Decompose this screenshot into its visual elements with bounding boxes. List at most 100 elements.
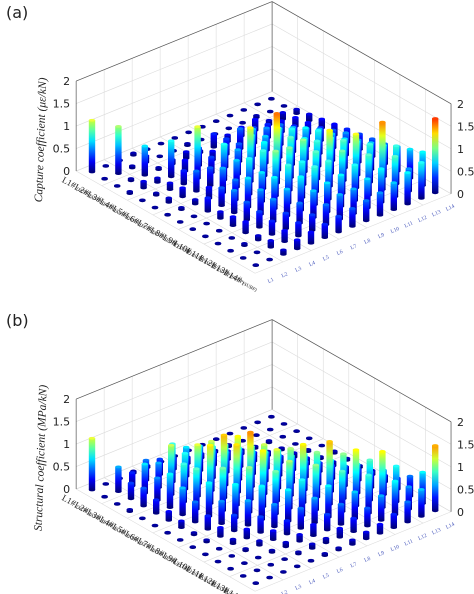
column-label: L2: [281, 271, 289, 279]
panel-b: (b) 0 0.5 1 1.5 2 0 0.5 1 1.5 2 Structural coeffici…: [6, 311, 474, 594]
bar: [307, 558, 315, 563]
bar: [189, 545, 196, 549]
bar: [363, 530, 370, 541]
row-label: L14# (STRU): [222, 585, 260, 594]
bar: [168, 139, 175, 179]
bar: [126, 189, 133, 196]
bar: [217, 526, 224, 538]
bar: [267, 239, 274, 249]
bar: [418, 161, 425, 200]
bar: [225, 126, 232, 131]
bar: [376, 522, 384, 535]
bar: [178, 519, 185, 529]
bar: [268, 96, 275, 101]
bar: [183, 150, 190, 160]
bar: [280, 104, 288, 108]
bar: [231, 188, 238, 215]
z-label-left: Capture coefficient (με/kN): [33, 77, 49, 202]
bar: [216, 546, 223, 551]
bar: [101, 176, 108, 181]
bar: [432, 444, 439, 513]
bar: [141, 144, 148, 177]
bar: [190, 531, 198, 537]
bar: [155, 165, 162, 172]
bar: [210, 132, 217, 149]
bar: [256, 210, 263, 229]
bar: [311, 496, 318, 525]
panel-a: (a) 0 0.5 1 1.5 2 0 0.5 1 1.5 2 Capture coefficient…: [6, 1, 474, 294]
bar: [296, 533, 303, 543]
bar: [390, 181, 397, 212]
z-axis-right: 0 0.5 1 1.5 2: [457, 416, 474, 519]
bar: [130, 151, 137, 157]
bar: [180, 169, 187, 186]
bar: [297, 506, 304, 530]
bar: [166, 472, 174, 509]
column-label: L6: [336, 567, 344, 575]
bar: [335, 546, 342, 552]
bar: [253, 568, 261, 573]
bar: [418, 488, 425, 518]
bar: [280, 570, 287, 574]
bar: [164, 212, 171, 217]
bar: [126, 507, 133, 513]
bar: [140, 486, 147, 508]
bar: [240, 256, 247, 260]
z-tick-right: 1: [457, 461, 464, 474]
bar: [282, 211, 289, 231]
column-label: L10: [390, 544, 401, 553]
column-label: L2: [281, 589, 289, 594]
bar: [252, 581, 259, 585]
column-label: L7: [350, 561, 358, 569]
bar: [243, 200, 250, 222]
bar: [217, 210, 224, 220]
bar: [216, 228, 223, 233]
bar: [207, 166, 214, 188]
z-axis-left: 0 0.5 1 1.5 2: [53, 393, 71, 496]
bar: [376, 191, 384, 217]
column-label: L1: [267, 277, 275, 285]
bar: [189, 227, 196, 232]
z-tick-right: 2: [457, 98, 464, 111]
bar: [139, 198, 146, 203]
z-tick-right: 0.5: [457, 483, 474, 496]
bar: [242, 220, 249, 235]
bar: [255, 234, 262, 242]
bar: [271, 502, 278, 529]
bar: [165, 510, 172, 522]
z-axis-left: 0 0.5 1 1.5 2: [53, 75, 71, 178]
bar: [218, 499, 225, 525]
bar: [267, 562, 274, 567]
bars: [88, 414, 439, 585]
column-label: L8: [363, 556, 371, 564]
bar: [324, 512, 331, 532]
bar: [349, 538, 356, 546]
column-label: L12: [417, 533, 428, 542]
bar: [363, 199, 370, 223]
bar: [337, 502, 345, 526]
bar: [390, 512, 397, 529]
bar: [185, 130, 192, 135]
bar: [268, 219, 276, 236]
column-label: L4: [308, 260, 316, 268]
bar: [229, 537, 237, 545]
bar: [322, 536, 330, 545]
z-tick-right: 1: [457, 143, 464, 156]
bar: [268, 414, 275, 419]
bar: [378, 494, 385, 522]
bar: [114, 184, 121, 188]
bar: [295, 550, 302, 556]
column-label: L12: [417, 215, 428, 224]
z-tick-left: 0.5: [53, 461, 71, 474]
z-tick-left: 0: [63, 483, 70, 496]
bar: [226, 431, 234, 436]
bar: [205, 481, 213, 518]
bar: [321, 551, 328, 557]
bar: [193, 169, 200, 193]
bar: [179, 186, 186, 199]
bar: [166, 181, 174, 192]
bar: [242, 547, 249, 553]
column-label: L14: [445, 522, 456, 531]
bar: [243, 527, 250, 540]
bar: [254, 102, 261, 107]
